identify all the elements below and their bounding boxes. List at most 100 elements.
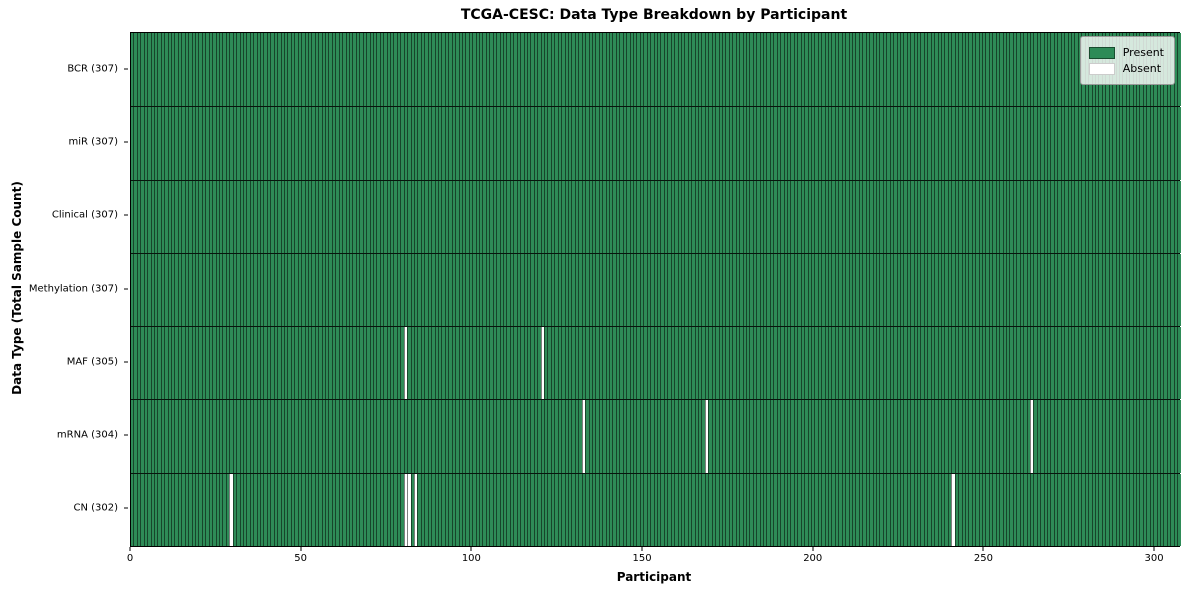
heatmap-cell <box>1047 33 1051 107</box>
heatmap-cell <box>1006 327 1010 400</box>
heatmap-cell <box>947 400 952 473</box>
heatmap-cell <box>571 107 575 180</box>
heatmap-cell <box>964 253 969 327</box>
heatmap-cell <box>715 107 719 180</box>
heatmap-cell <box>246 473 250 546</box>
heatmap-cell <box>427 107 432 180</box>
heatmap-cell <box>184 33 189 107</box>
heatmap-cell <box>1094 327 1099 400</box>
heatmap-cell <box>475 400 480 473</box>
heatmap-cell <box>550 253 555 327</box>
heatmap-cell <box>663 253 668 327</box>
heatmap-cell <box>691 107 695 180</box>
heatmap-cell <box>208 33 213 107</box>
heatmap-cell <box>160 327 165 400</box>
heatmap-cell <box>414 33 418 107</box>
heatmap-cell <box>574 253 579 327</box>
heatmap-cell <box>554 400 558 473</box>
heatmap-cell <box>663 180 668 253</box>
heatmap-cell <box>465 473 469 546</box>
heatmap-cell <box>184 253 189 327</box>
heatmap-cell <box>923 107 928 180</box>
heatmap-cell <box>797 180 801 253</box>
heatmap-cell <box>882 107 887 180</box>
heatmap-cell <box>780 327 784 400</box>
heatmap-cell <box>670 473 675 546</box>
heatmap-cell <box>910 33 914 107</box>
legend-absent-label: Absent <box>1122 62 1162 75</box>
heatmap-cell <box>263 180 267 253</box>
heatmap-cell <box>280 327 284 400</box>
heatmap-cell <box>468 107 473 180</box>
heatmap-cell <box>1146 107 1150 180</box>
heatmap-cell <box>431 327 435 400</box>
heatmap-cell <box>263 33 267 107</box>
heatmap-cell <box>516 400 521 473</box>
heatmap-cell <box>533 107 538 180</box>
heatmap-cell <box>390 33 394 107</box>
heatmap-cell <box>1050 473 1054 546</box>
heatmap-cell <box>195 327 199 400</box>
heatmap-cell <box>1136 327 1140 400</box>
heatmap-cell <box>362 180 367 253</box>
heatmap-cell <box>1029 33 1034 107</box>
heatmap-cell <box>1098 180 1102 253</box>
heatmap-cell <box>526 327 531 400</box>
heatmap-cell <box>1159 180 1164 253</box>
heatmap-cell <box>1006 107 1010 180</box>
heatmap-cell <box>444 400 449 473</box>
heatmap-cell <box>930 33 935 107</box>
heatmap-cell <box>1043 180 1048 253</box>
heatmap-cell <box>633 33 637 107</box>
heatmap-cell <box>212 107 216 180</box>
heatmap-cell <box>420 107 425 180</box>
heatmap-cell <box>184 107 189 180</box>
heatmap-cell <box>585 253 589 327</box>
heatmap-cell <box>1043 33 1048 107</box>
heatmap-cell <box>431 253 435 327</box>
heatmap-cell <box>602 473 606 546</box>
heatmap-cell <box>1023 33 1027 107</box>
heatmap-cell <box>485 253 490 327</box>
heatmap-cell <box>790 400 794 473</box>
heatmap-cell <box>369 107 373 180</box>
heatmap-cell <box>455 180 459 253</box>
heatmap-cell <box>427 473 432 546</box>
heatmap-cell <box>1177 253 1181 327</box>
heatmap-cell <box>947 107 952 180</box>
heatmap-cell <box>971 400 976 473</box>
heatmap-cell <box>362 107 367 180</box>
heatmap-cell <box>732 473 736 546</box>
heatmap-cell <box>1026 107 1030 180</box>
heatmap-cell <box>574 473 579 546</box>
heatmap-cell <box>372 473 377 546</box>
heatmap-cell <box>773 473 777 546</box>
heatmap-cell <box>742 400 746 473</box>
heatmap-cell <box>893 180 897 253</box>
heatmap-cell <box>646 473 651 546</box>
heatmap-cell <box>260 473 264 546</box>
heatmap-cell <box>338 400 343 473</box>
heatmap-cell <box>249 473 254 546</box>
heatmap-cell <box>485 473 490 546</box>
heatmap-cell <box>414 107 418 180</box>
heatmap-cell <box>1136 107 1140 180</box>
heatmap-cell <box>1149 253 1154 327</box>
heatmap-cell <box>1019 253 1024 327</box>
heatmap-cell <box>1074 473 1078 546</box>
heatmap-cell <box>591 180 596 253</box>
heatmap-cell <box>691 327 695 400</box>
heatmap-cell <box>1132 473 1137 546</box>
heatmap-cell <box>787 33 791 107</box>
heatmap-cell <box>951 253 955 327</box>
heatmap-cell <box>437 33 442 107</box>
heatmap-cell <box>831 473 835 546</box>
heatmap-cell <box>393 253 397 327</box>
heatmap-cell <box>619 33 623 107</box>
heatmap-cell <box>273 400 278 473</box>
heatmap-cell <box>263 400 267 473</box>
heatmap-cell <box>1118 400 1123 473</box>
heatmap-cell <box>1170 327 1174 400</box>
heatmap-cell <box>882 253 887 327</box>
heatmap-cell <box>564 33 568 107</box>
